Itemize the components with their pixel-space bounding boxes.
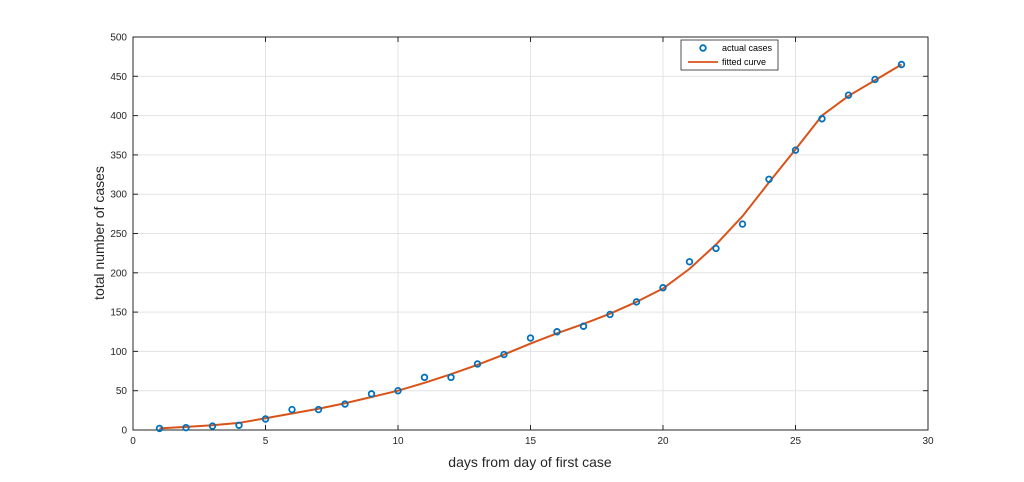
data-point-actual-cases [367, 390, 376, 398]
legend-marker-actual-cases [699, 44, 707, 52]
data-point-actual-cases [526, 334, 535, 342]
data-point-actual-cases [261, 415, 270, 423]
x-tick-label: 20 [657, 436, 669, 447]
data-point-actual-cases [632, 298, 641, 306]
data-point-actual-cases [182, 423, 190, 432]
legend-box [680, 39, 779, 71]
x-tick-label: 10 [392, 436, 404, 447]
data-point-actual-cases [685, 258, 694, 266]
data-point-actual-cases [341, 400, 349, 408]
y-axis-label: total number of cases [91, 166, 107, 300]
x-axis-ticks: 0 5 10 15 20 25 30 [130, 37, 934, 447]
data-point-actual-cases [155, 424, 164, 433]
x-tick-label: 25 [790, 436, 802, 447]
data-point-actual-cases [314, 405, 323, 414]
y-tick-label: 350 [110, 150, 127, 161]
data-point-actual-cases [871, 75, 879, 84]
series-layer [155, 60, 906, 433]
fitted-curve-line [159, 63, 903, 430]
x-tick-label: 0 [130, 436, 136, 447]
y-tick-label: 200 [110, 268, 127, 279]
y-axis-ticks: 0 50 100 150 200 250 300 350 400 450 500 [110, 33, 928, 437]
x-tick-label: 5 [263, 436, 269, 447]
data-point-actual-cases [447, 373, 455, 382]
y-tick-label: 400 [110, 111, 127, 122]
y-tick-label: 100 [110, 347, 127, 358]
data-point-actual-cases [235, 421, 243, 429]
data-point-actual-cases [500, 350, 508, 359]
x-axis-label: days from day of first case [448, 454, 612, 470]
legend-label-fitted-curve: fitted curve [722, 57, 766, 67]
legend: actual cases fitted curve [680, 39, 779, 71]
y-tick-label: 150 [110, 308, 127, 319]
data-point-actual-cases [394, 387, 402, 395]
y-tick-label: 300 [110, 190, 127, 201]
legend-label-actual-cases: actual cases [722, 43, 773, 53]
data-point-actual-cases [659, 284, 667, 292]
grid [133, 37, 928, 430]
data-point-actual-cases [208, 422, 217, 430]
data-point-actual-cases [579, 322, 588, 330]
y-tick-label: 0 [121, 426, 127, 437]
data-point-actual-cases [288, 405, 296, 414]
data-point-actual-cases [606, 310, 614, 319]
y-tick-label: 450 [110, 72, 127, 83]
data-point-actual-cases [765, 175, 773, 183]
data-point-actual-cases [791, 146, 800, 154]
y-tick-label: 500 [110, 33, 127, 44]
data-point-actual-cases [897, 60, 906, 69]
data-point-actual-cases [553, 328, 561, 336]
data-point-actual-cases [420, 373, 429, 382]
y-tick-label: 50 [116, 386, 128, 397]
data-point-actual-cases [473, 360, 482, 368]
data-point-actual-cases [844, 91, 853, 99]
x-tick-label: 30 [922, 436, 934, 447]
data-point-actual-cases [818, 115, 826, 123]
data-point-actual-cases [738, 220, 747, 228]
y-tick-label: 250 [110, 229, 127, 240]
x-tick-label: 15 [525, 436, 537, 447]
data-point-actual-cases [712, 244, 720, 253]
